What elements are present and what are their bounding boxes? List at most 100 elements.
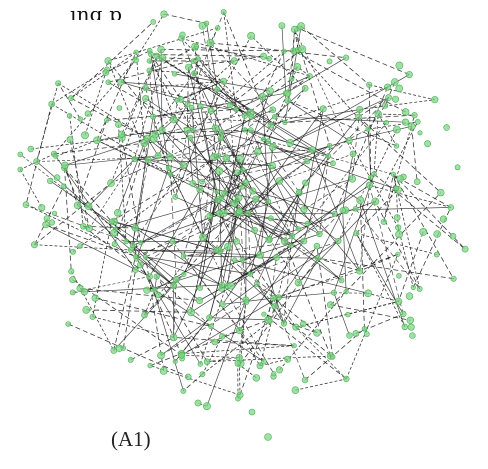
graph-node (233, 106, 239, 113)
graph-node (210, 153, 218, 161)
graph-edge (209, 213, 238, 318)
graph-node (269, 143, 277, 151)
graph-node (235, 207, 243, 215)
graph-node (243, 299, 250, 305)
graph-node (196, 296, 204, 304)
graph-node (123, 239, 129, 245)
graph-node (295, 226, 301, 232)
graph-edge (398, 231, 424, 302)
graph-node (299, 320, 307, 328)
graph-edge (221, 284, 275, 374)
graph-nodes (17, 9, 469, 441)
graph-node (113, 209, 122, 217)
graph-node (395, 230, 403, 239)
graph-node (280, 320, 288, 327)
graph-node (286, 139, 295, 147)
graph-node (395, 61, 404, 70)
graph-edge (200, 105, 244, 170)
graph-node (158, 126, 166, 134)
graph-edge (107, 60, 149, 160)
graph-edge (121, 49, 162, 139)
graph-edge (229, 48, 303, 106)
graph-node (197, 284, 203, 291)
graph-edge (145, 98, 194, 130)
graph-edge (209, 317, 269, 321)
graph-node (165, 165, 172, 172)
graph-edge (319, 145, 330, 235)
graph-node (136, 261, 144, 269)
graph-node (169, 333, 178, 342)
graph-node (300, 237, 308, 245)
graph-edge (222, 192, 300, 305)
graph-edge (19, 169, 43, 208)
graph-edge (181, 354, 240, 358)
graph-node (266, 55, 272, 62)
graph-node (154, 152, 162, 159)
graph-edge (72, 279, 183, 356)
graph-edge (247, 213, 251, 275)
graph-node (272, 254, 280, 261)
graph-node (181, 271, 187, 277)
graph-node (363, 331, 370, 337)
graph-node (230, 199, 239, 208)
graph-node (120, 345, 126, 351)
graph-node (304, 158, 311, 165)
graph-edge (192, 60, 251, 114)
graph-node (291, 343, 297, 349)
graph-node (253, 281, 260, 287)
graph-edge (113, 256, 136, 351)
panel-label: (A1) (111, 427, 151, 451)
graph-edge (270, 86, 388, 126)
graph-node (235, 326, 243, 335)
graph-node (174, 97, 180, 103)
graph-node (53, 153, 59, 159)
graph-node (203, 358, 211, 365)
graph-edge (160, 301, 247, 356)
graph-edge (213, 149, 313, 158)
graph-node (158, 54, 167, 62)
graph-node (150, 19, 156, 25)
graph-edge (400, 178, 451, 208)
graph-node (270, 294, 277, 302)
graph-edge (213, 89, 218, 157)
graph-edge (355, 189, 399, 234)
graph-edge (333, 292, 350, 336)
graph-node (224, 242, 232, 251)
graph-edge (223, 11, 237, 110)
graph-edge (271, 165, 360, 272)
graph-node (371, 197, 380, 206)
graph-edge (89, 158, 135, 229)
graph-edge (20, 154, 116, 230)
graph-edge (51, 68, 108, 105)
graph-node (185, 63, 193, 71)
graph-edge (150, 319, 269, 366)
graph-edge (269, 239, 299, 283)
graph-edge (77, 205, 174, 286)
graph-edge (181, 38, 227, 159)
graph-node (374, 110, 382, 118)
graph-node (266, 87, 274, 95)
graph-edge (207, 357, 240, 363)
graph-edge (148, 140, 269, 161)
graph-edge (173, 279, 177, 338)
graph-node (207, 107, 215, 114)
graph-node (196, 186, 204, 194)
graph-node (282, 120, 288, 126)
graph-edge (183, 373, 203, 392)
graph-node (352, 206, 359, 212)
graph-node (267, 121, 275, 129)
graph-node (27, 145, 34, 153)
graph-node (242, 127, 248, 133)
graph-node (180, 253, 187, 259)
graph-node (132, 56, 139, 64)
graph-node (76, 284, 84, 292)
graph-edge (161, 49, 294, 52)
graph-node (65, 321, 71, 327)
graph-edge (202, 320, 271, 375)
graph-edge (209, 138, 222, 217)
graph-edge (107, 27, 218, 62)
graph-node (392, 125, 401, 134)
graph-edge (355, 208, 420, 290)
graph-edge (110, 131, 222, 184)
graph-edge (229, 104, 238, 214)
